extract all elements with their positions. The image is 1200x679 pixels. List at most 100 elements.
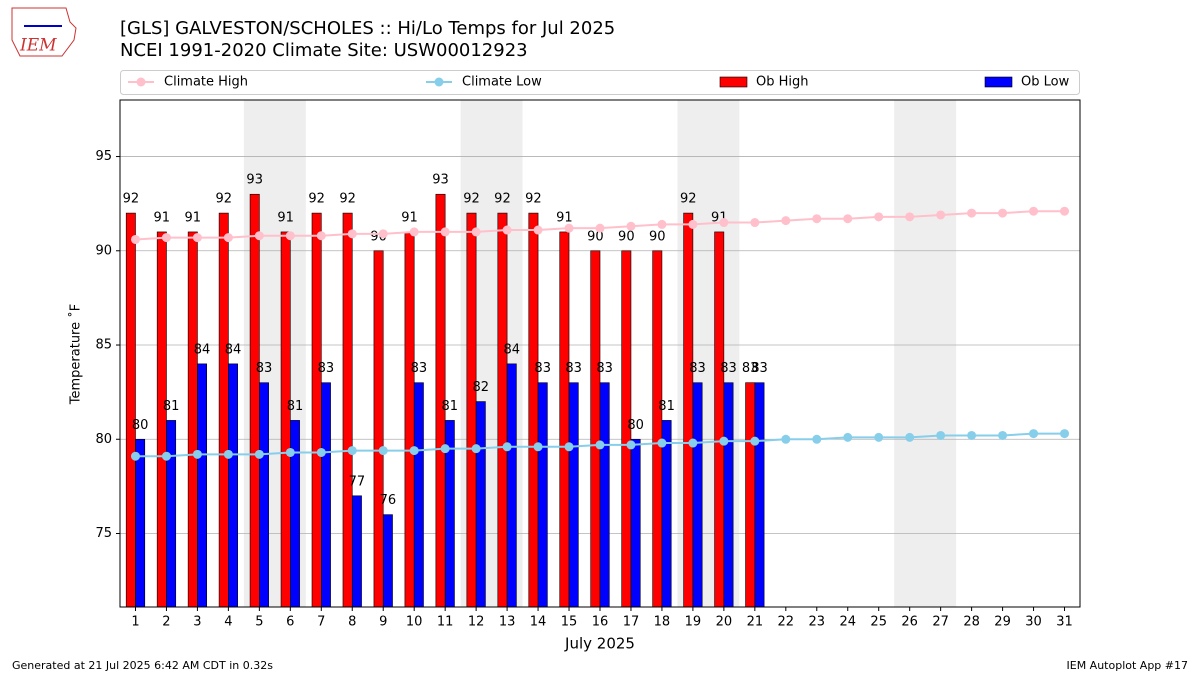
bar [125, 212, 136, 608]
climate-marker [254, 449, 264, 459]
x-tick-label: 27 [932, 615, 949, 630]
climate-marker [316, 447, 326, 457]
climate-marker [409, 446, 419, 456]
bar-value-label: 92 [494, 192, 511, 207]
bar-value-label: 92 [308, 192, 325, 207]
bar-value-label: 84 [503, 342, 520, 357]
x-tick-label: 28 [963, 615, 980, 630]
climate-marker [657, 219, 667, 229]
climate-marker [998, 430, 1008, 440]
bar-value-label: 92 [123, 192, 140, 207]
bar [599, 382, 610, 608]
logo: IEM [11, 7, 77, 57]
bar-value-label: 83 [596, 361, 613, 376]
bar-value-label: 92 [680, 192, 697, 207]
bar-value-label: 83 [720, 361, 737, 376]
legend-swatch [984, 76, 1013, 88]
bar [559, 231, 570, 608]
x-tick-label: 29 [994, 615, 1011, 630]
bar-value-label: 91 [277, 210, 294, 225]
bar-value-label: 92 [339, 192, 356, 207]
climate-marker [595, 223, 605, 233]
climate-marker [564, 223, 574, 233]
bar-value-label: 93 [432, 173, 449, 188]
bar-value-label: 91 [401, 210, 418, 225]
bar [351, 495, 362, 608]
x-tick-label: 2 [162, 615, 170, 630]
chart-title: [GLS] GALVESTON/SCHOLES :: Hi/Lo Temps f… [120, 18, 615, 39]
x-tick-label: 11 [437, 615, 454, 630]
bar [568, 382, 579, 608]
legend-label: Climate High [164, 75, 248, 90]
x-tick-label: 14 [530, 615, 547, 630]
bar [249, 193, 260, 608]
bar [342, 212, 353, 608]
x-tick-label: 4 [224, 615, 232, 630]
climate-marker [750, 436, 760, 446]
climate-marker [998, 208, 1008, 218]
bar [692, 382, 703, 608]
climate-marker [223, 449, 233, 459]
bar [475, 401, 486, 608]
climate-marker [471, 444, 481, 454]
x-tick-label: 12 [468, 615, 485, 630]
bar-value-label: 93 [246, 173, 263, 188]
climate-marker [161, 233, 171, 243]
climate-marker [719, 436, 729, 446]
x-tick-label: 6 [286, 615, 294, 630]
bar [497, 212, 508, 608]
x-tick-label: 1 [131, 615, 139, 630]
bar [537, 382, 548, 608]
plot-frame [119, 99, 1081, 608]
climate-marker [750, 218, 760, 228]
climate-marker [688, 219, 698, 229]
climate-marker [285, 231, 295, 241]
climate-marker [378, 446, 388, 456]
climate-marker [1029, 206, 1039, 216]
x-axis-label: July 2025 [564, 635, 635, 653]
bar [166, 420, 177, 608]
bar-value-label: 81 [163, 399, 180, 414]
bar-value-label: 83 [751, 361, 768, 376]
climate-marker [905, 432, 915, 442]
climate-marker [967, 208, 977, 218]
climate-marker [533, 225, 543, 235]
climate-marker [812, 434, 822, 444]
climate-marker [254, 231, 264, 241]
x-tick-label: 7 [317, 615, 325, 630]
bar-value-label: 83 [411, 361, 428, 376]
climate-marker [192, 233, 202, 243]
x-tick-label: 25 [870, 615, 887, 630]
x-tick-label: 21 [747, 615, 764, 630]
climate-marker [440, 227, 450, 237]
bar [683, 212, 694, 608]
legend-marker [136, 77, 146, 87]
climate-marker [285, 447, 295, 457]
bar-value-label: 91 [556, 210, 573, 225]
climate-marker [812, 214, 822, 224]
x-tick-label: 8 [348, 615, 356, 630]
bar-value-label: 77 [349, 474, 366, 489]
climate-marker [843, 214, 853, 224]
y-tick-label: 95 [95, 149, 112, 164]
bar-value-label: 90 [649, 229, 666, 244]
weekend-shade [894, 100, 957, 607]
y-tick-label: 90 [95, 243, 112, 258]
x-tick-label: 26 [901, 615, 918, 630]
x-tick-label: 3 [193, 615, 201, 630]
bar [156, 231, 167, 608]
footer-left: Generated at 21 Jul 2025 6:42 AM CDT in … [12, 659, 273, 672]
bar-value-label: 83 [689, 361, 706, 376]
bar-value-label: 92 [525, 192, 542, 207]
bar [630, 438, 641, 608]
bar-value-label: 91 [185, 210, 202, 225]
bar [714, 231, 725, 608]
x-tick-label: 30 [1025, 615, 1042, 630]
bar [661, 420, 672, 608]
bar-value-label: 81 [442, 399, 459, 414]
bar-value-label: 83 [318, 361, 335, 376]
x-tick-label: 16 [592, 615, 609, 630]
bar [652, 250, 663, 608]
bar-value-label: 83 [565, 361, 582, 376]
